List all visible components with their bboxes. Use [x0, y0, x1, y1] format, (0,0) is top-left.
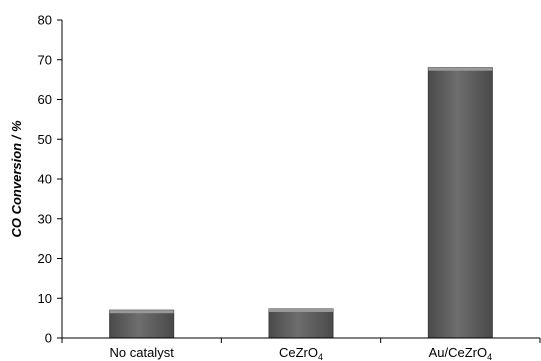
y-tick-labels: 0 10 20 30 40 50 60 70 80	[38, 13, 541, 346]
bar-3	[427, 67, 493, 339]
bars-group	[109, 67, 493, 339]
bar-top-highlight	[269, 308, 333, 312]
bar-body	[109, 309, 175, 339]
y-tick-label: 0	[45, 331, 52, 346]
y-tick-label: 60	[38, 92, 52, 107]
y-tick-label: 20	[38, 251, 52, 266]
bar-body	[268, 308, 334, 339]
x-tick-label: No catalyst	[110, 345, 175, 360]
y-tick-label: 70	[38, 52, 52, 67]
x-tick-label: Au/CeZrO4	[429, 345, 493, 361]
y-tick-label: 40	[38, 172, 52, 187]
x-tick-labels: No catalyst CeZrO4 Au/CeZrO4	[110, 345, 493, 361]
bar-1	[109, 309, 175, 339]
bar-2	[268, 308, 334, 339]
y-tick-label: 80	[38, 13, 52, 28]
y-axis-title: CO Conversion / %	[9, 120, 24, 237]
y-tick-label: 30	[38, 211, 52, 226]
y-tick-label: 10	[38, 291, 52, 306]
bar-top-highlight	[109, 310, 174, 314]
bar-body	[427, 67, 493, 339]
bar-top-highlight	[428, 67, 493, 71]
x-tick-label: CeZrO4	[279, 345, 323, 361]
y-tick-label: 50	[38, 132, 52, 147]
